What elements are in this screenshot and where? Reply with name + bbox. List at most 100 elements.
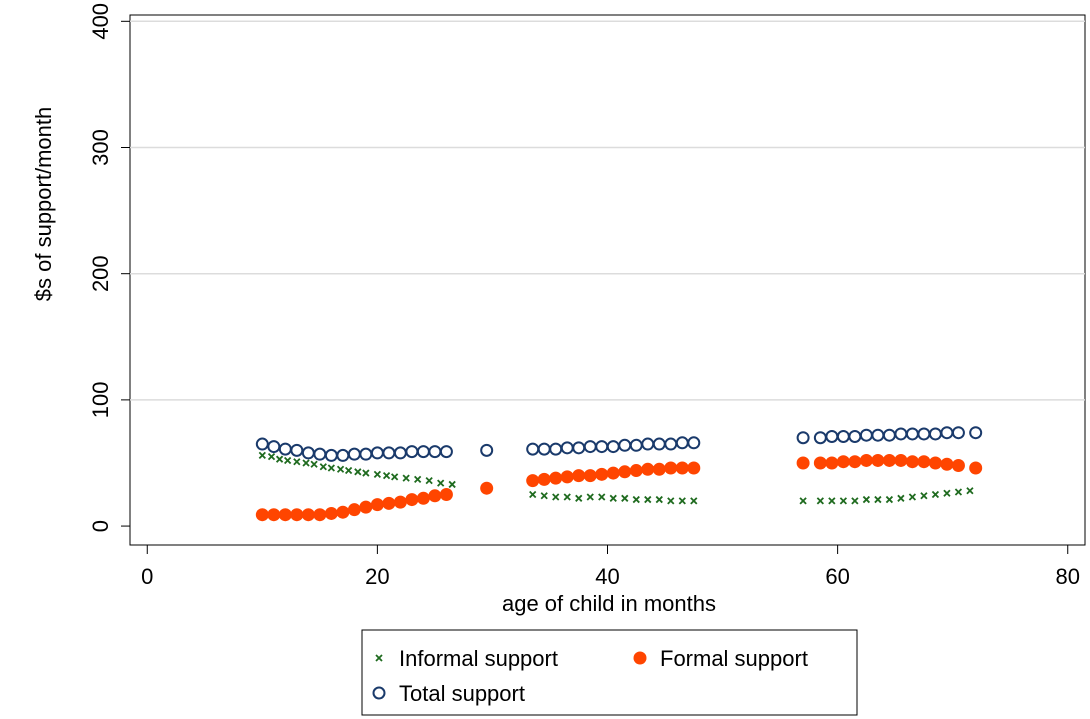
y-tick-label: 100 [88,382,113,419]
total-support-point [813,431,827,445]
total-support-point [940,426,954,440]
formal-support-point [255,508,269,522]
legend-marker-informal [375,654,383,662]
total-support-point [382,446,396,460]
total-support-point [428,445,442,459]
total-support-point [393,446,407,460]
formal-support-point [848,455,862,469]
informal-support-point [362,469,370,477]
formal-support-point [664,461,678,475]
formal-support-point [480,481,494,495]
x-tick-label: 40 [595,564,619,589]
informal-support-point [943,489,951,497]
informal-support-point [621,494,629,502]
formal-support-point [405,493,419,507]
legend-box [361,629,858,716]
formal-support-point [526,474,540,488]
formal-support-point [917,455,931,469]
total-support-point [255,437,269,451]
informal-support-point [529,490,537,499]
total-support-point [928,427,942,441]
y-tick-label: 200 [88,255,113,292]
informal-support-point [310,460,318,468]
informal-support-point [391,473,399,481]
formal-support-point [428,489,442,503]
total-support-point [687,436,701,450]
formal-support-point [393,495,407,509]
formal-support-point [537,472,551,486]
informal-support-point [552,493,560,501]
formal-support-point [439,488,453,502]
total-support-point [882,428,896,442]
formal-support-point [618,465,632,479]
formal-support-point [675,461,689,475]
informal-support-point [373,470,382,478]
informal-support-point [267,453,276,461]
y-axis-title: $s of support/month [31,107,56,301]
informal-support-point [799,497,807,505]
informal-support-point [862,495,871,504]
legend-item-formal: Formal support [633,646,808,671]
informal-support-point [302,459,310,467]
formal-support-point [928,456,942,470]
informal-support-point [402,474,410,482]
informal-support-point [382,471,391,480]
formal-support-point [595,467,609,481]
y-tick-label: 400 [88,3,113,40]
total-support-point [278,442,292,456]
informal-support-point [954,488,963,496]
formal-support-point [641,462,655,476]
total-support-point [405,445,419,459]
x-tick-label: 20 [365,564,389,589]
total-support-point [675,436,689,450]
total-support-point [572,441,586,455]
informal-support-point [344,466,353,475]
informal-support-point [327,464,335,472]
total-support-point [583,440,597,454]
informal-support-point [425,477,433,485]
x-axis-title: age of child in months [502,591,716,616]
total-support-point [480,443,494,457]
formal-support-point [560,470,574,484]
formal-support-point [859,453,873,467]
formal-support-point [951,459,965,472]
total-support-point [618,438,632,452]
y-tick-label: 300 [88,129,113,166]
total-support-point [301,446,315,460]
informal-support-point [874,495,882,504]
legend-item-informal: Informal support [375,646,558,671]
total-support-point [560,441,574,455]
legend-marker-formal [633,651,647,665]
total-support-point [313,447,327,461]
formal-support-point [894,453,908,467]
total-support-point [416,445,430,459]
formal-support-point [825,456,839,470]
legend-symbol [372,686,386,700]
formal-support-point [278,508,292,522]
informal-support-point [319,463,327,471]
total-support-point [629,438,643,452]
total-support-point [848,429,862,443]
informal-support-point [448,480,456,489]
formal-support-point [416,491,430,505]
formal-support-point [382,496,396,510]
legend-label-total: Total support [399,681,525,706]
formal-support-point [572,469,586,483]
formal-support-point [796,456,810,470]
formal-support-point [969,461,983,475]
total-support-point [359,447,373,461]
total-support-point [526,442,540,456]
informal-support-point [414,475,422,484]
formal-support-point [301,508,315,522]
x-tick-label: 60 [825,564,849,589]
informal-support-point [598,493,606,501]
legend-symbol [375,654,383,662]
formal-support-point [583,469,597,483]
formal-support-point [359,500,373,514]
total-support-point [871,428,885,442]
informal-support-point [283,456,292,465]
informal-support-point [540,492,548,500]
formal-support-point [836,455,850,469]
legend-label-informal: Informal support [399,646,558,671]
total-support-point [969,426,983,440]
